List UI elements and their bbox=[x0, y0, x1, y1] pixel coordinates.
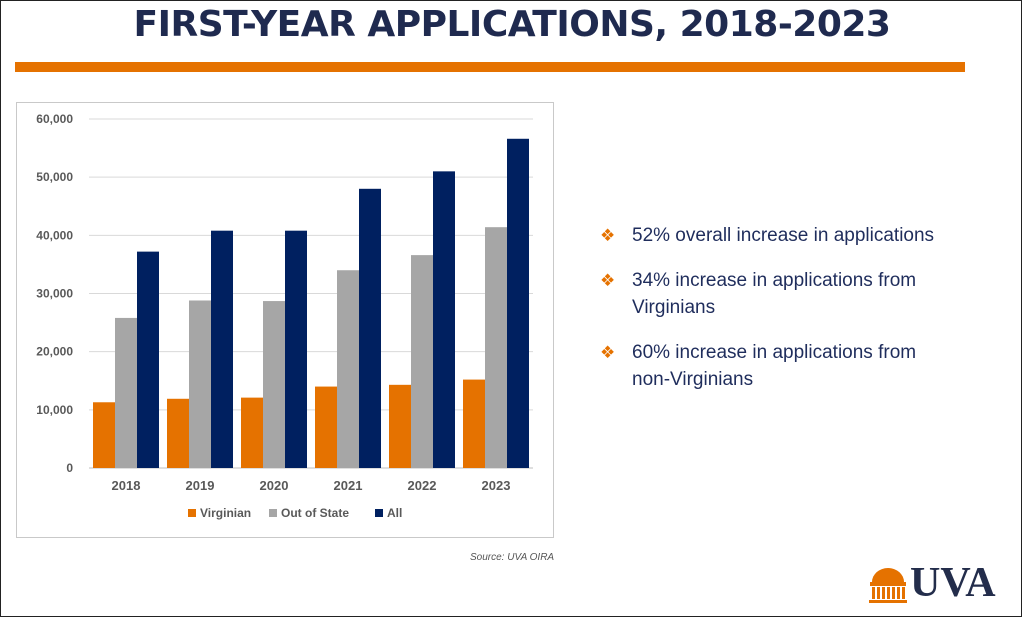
bullet-text-line: 34% increase in applications from bbox=[632, 270, 917, 291]
bullet-list: ❖ 52% overall increase in applications ❖ 34… bbox=[600, 222, 1000, 411]
uva-logo: UVA bbox=[868, 560, 1012, 606]
bar-virginian bbox=[93, 402, 115, 468]
bar-all bbox=[285, 230, 307, 468]
title-rule bbox=[15, 62, 965, 72]
y-tick-label: 30,000 bbox=[36, 287, 73, 301]
bar-out-of-state bbox=[115, 317, 137, 468]
y-tick-label: 10,000 bbox=[36, 403, 73, 417]
chart-container: 0 10,000 20,000 30,000 40,000 50,000 60,000 201… bbox=[16, 102, 554, 538]
y-tick-label: 50,000 bbox=[36, 170, 73, 184]
x-tick-label: 2020 bbox=[260, 478, 289, 493]
bar-out-of-state bbox=[411, 255, 433, 468]
bar-virginian bbox=[389, 384, 411, 468]
bar-out-of-state bbox=[337, 270, 359, 468]
y-tick-label: 0 bbox=[66, 461, 73, 475]
bar-out-of-state bbox=[189, 300, 211, 468]
legend-swatch bbox=[188, 509, 196, 517]
source-note: Source: UVA OIRA bbox=[470, 552, 555, 563]
bar-virginian bbox=[315, 386, 337, 468]
diamond-quad-icon: ❖ bbox=[600, 226, 616, 245]
bar-chart: 0 10,000 20,000 30,000 40,000 50,000 60,000 201… bbox=[36, 112, 533, 520]
bar-all bbox=[137, 251, 159, 468]
diamond-quad-icon: ❖ bbox=[600, 343, 616, 362]
bar-virginian bbox=[167, 398, 189, 468]
bar-virginian bbox=[463, 379, 485, 468]
x-tick-label: 2023 bbox=[482, 478, 511, 493]
slide-title: FIRST-YEAR APPLICATIONS, 2018-2023 bbox=[133, 4, 891, 45]
legend-swatch bbox=[375, 509, 383, 517]
x-tick-label: 2019 bbox=[186, 478, 215, 493]
bar-all bbox=[507, 138, 529, 468]
legend-swatch bbox=[269, 509, 277, 517]
x-tick-label: 2021 bbox=[334, 478, 363, 493]
bar-out-of-state bbox=[263, 301, 285, 468]
bullet-text-line: 52% overall increase in applications bbox=[632, 225, 935, 246]
bar-virginian bbox=[241, 397, 263, 468]
y-tick-label: 40,000 bbox=[36, 228, 73, 242]
y-tick-label: 20,000 bbox=[36, 345, 73, 359]
bullet-item: ❖ 52% overall increase in applications bbox=[600, 222, 1000, 249]
bullet-item: ❖ 60% increase in applications from non-Vi… bbox=[600, 339, 1000, 393]
bullet-text-line: 60% increase in applications from bbox=[632, 342, 917, 363]
logo-text: UVA bbox=[910, 560, 996, 606]
legend-label: All bbox=[387, 506, 402, 520]
bar-out-of-state bbox=[485, 227, 507, 468]
bar-all bbox=[433, 171, 455, 468]
bar-all bbox=[211, 230, 233, 468]
bullet-item: ❖ 34% increase in applications from Virgin… bbox=[600, 267, 1000, 321]
y-tick-label: 60,000 bbox=[36, 112, 73, 126]
rotunda-icon bbox=[869, 568, 907, 603]
bullet-text-line: Virginians bbox=[632, 297, 716, 318]
x-tick-label: 2018 bbox=[112, 478, 141, 493]
bar-all bbox=[359, 188, 381, 469]
diamond-quad-icon: ❖ bbox=[600, 271, 616, 290]
legend-label: Out of State bbox=[281, 506, 349, 520]
bullet-text-line: non-Virginians bbox=[632, 369, 754, 390]
legend-label: Virginian bbox=[200, 506, 251, 520]
x-tick-label: 2022 bbox=[408, 478, 437, 493]
